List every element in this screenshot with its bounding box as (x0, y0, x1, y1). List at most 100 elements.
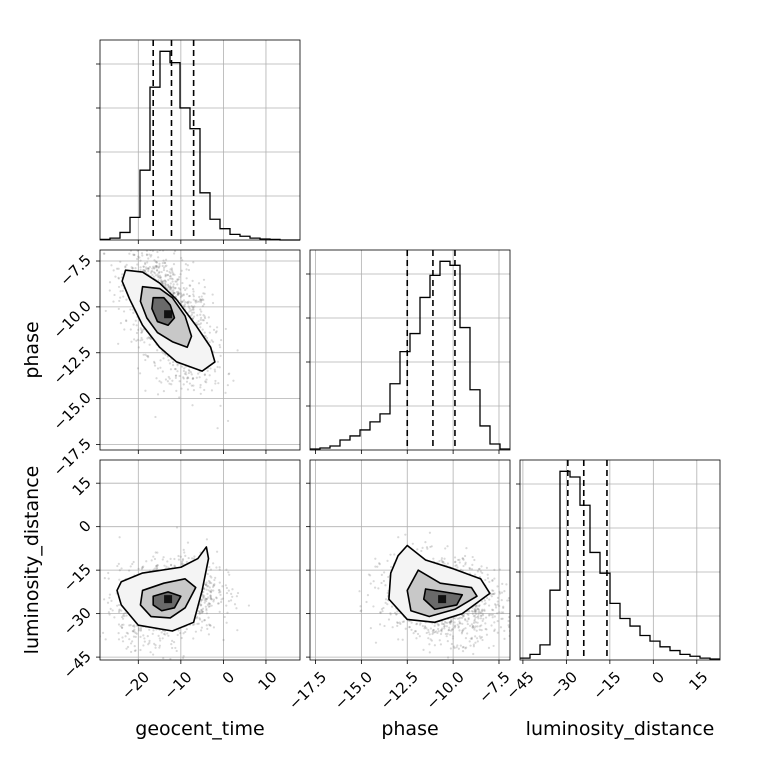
sample-point (455, 564, 458, 567)
sample-point (109, 234, 111, 236)
sample-point (210, 581, 213, 585)
sample-point (175, 280, 178, 283)
sample-point (188, 295, 191, 298)
sample-point (166, 380, 169, 383)
sample-point (191, 404, 194, 407)
sample-point (473, 608, 476, 611)
sample-point (501, 582, 504, 585)
sample-point (149, 255, 152, 258)
sample-point (444, 547, 447, 550)
sample-point (167, 359, 170, 362)
sample-point (474, 608, 477, 611)
sample-point (459, 622, 462, 625)
sample-point (474, 610, 477, 613)
sample-point (209, 595, 212, 598)
sample-point (142, 265, 145, 268)
sample-point (380, 608, 384, 611)
sample-point (446, 656, 450, 659)
sample-point (401, 620, 404, 623)
sample-point (449, 622, 452, 625)
sample-point (206, 585, 209, 588)
sample-point (508, 599, 510, 602)
sample-point (191, 557, 194, 560)
y-tick-label: −30 (60, 604, 95, 639)
sample-point (198, 610, 202, 613)
sample-point (147, 336, 150, 339)
sample-point (430, 545, 433, 548)
sample-point (161, 280, 164, 283)
contour-line (116, 546, 210, 632)
sample-point (167, 286, 170, 289)
sample-point (207, 596, 210, 599)
sample-point (218, 589, 221, 592)
sample-point (157, 279, 160, 282)
sample-point (462, 564, 465, 568)
sample-point (162, 259, 165, 262)
sample-point (131, 640, 134, 643)
contour-line (152, 591, 182, 612)
y-axis-label: luminosity_distance (21, 466, 43, 655)
sample-point (478, 567, 481, 570)
sample-point (152, 555, 155, 558)
sample-point (191, 279, 194, 282)
y-tick-label: −17.5 (50, 435, 95, 480)
sample-point (136, 367, 140, 370)
sample-point (202, 590, 205, 594)
sample-point (174, 368, 177, 371)
sample-point (454, 560, 457, 563)
sample-point (108, 289, 111, 292)
sample-point (383, 624, 386, 628)
sample-point (167, 375, 170, 379)
sample-point (461, 616, 464, 620)
sample-point (199, 392, 202, 395)
sample-point (448, 621, 452, 624)
sample-point (138, 372, 142, 375)
sample-point (458, 558, 461, 561)
sample-point (166, 273, 170, 277)
sample-point (209, 590, 213, 593)
sample-point (172, 263, 176, 266)
sample-point (123, 328, 126, 331)
sample-point (511, 600, 513, 602)
sample-point (195, 321, 198, 325)
sample-point (498, 604, 501, 608)
sample-point (131, 562, 134, 566)
sample-point (133, 253, 136, 257)
sample-point (224, 327, 227, 331)
sample-point (128, 638, 131, 641)
sample-point (163, 564, 166, 567)
sample-point (457, 647, 460, 650)
sample-point (479, 570, 482, 573)
sample-point (204, 583, 208, 586)
sample-point (142, 644, 145, 647)
sample-point (464, 627, 467, 630)
sample-point (442, 623, 446, 626)
sample-point (148, 265, 151, 269)
sample-point (480, 636, 483, 639)
sample-point (492, 589, 495, 592)
sample-point (155, 377, 158, 380)
sample-point (113, 293, 116, 297)
sample-point (198, 612, 202, 615)
sample-point (412, 632, 415, 635)
sample-point (488, 604, 491, 607)
sample-point (184, 371, 187, 374)
sample-point (203, 373, 206, 377)
x-tick-label: −12.5 (377, 668, 422, 713)
sample-point (453, 626, 456, 629)
sample-point (160, 631, 163, 634)
sample-point (209, 568, 213, 571)
sample-point (210, 598, 213, 601)
sample-point (183, 305, 186, 308)
sample-point (169, 268, 172, 271)
sample-point (118, 578, 121, 581)
sample-point (122, 310, 126, 313)
sample-point (189, 284, 192, 287)
sample-point (468, 566, 471, 570)
sample-point (215, 330, 218, 333)
sample-point (192, 293, 195, 296)
sample-point (141, 661, 143, 663)
sample-point (182, 654, 185, 658)
sample-point (155, 264, 158, 268)
sample-point (127, 246, 129, 248)
